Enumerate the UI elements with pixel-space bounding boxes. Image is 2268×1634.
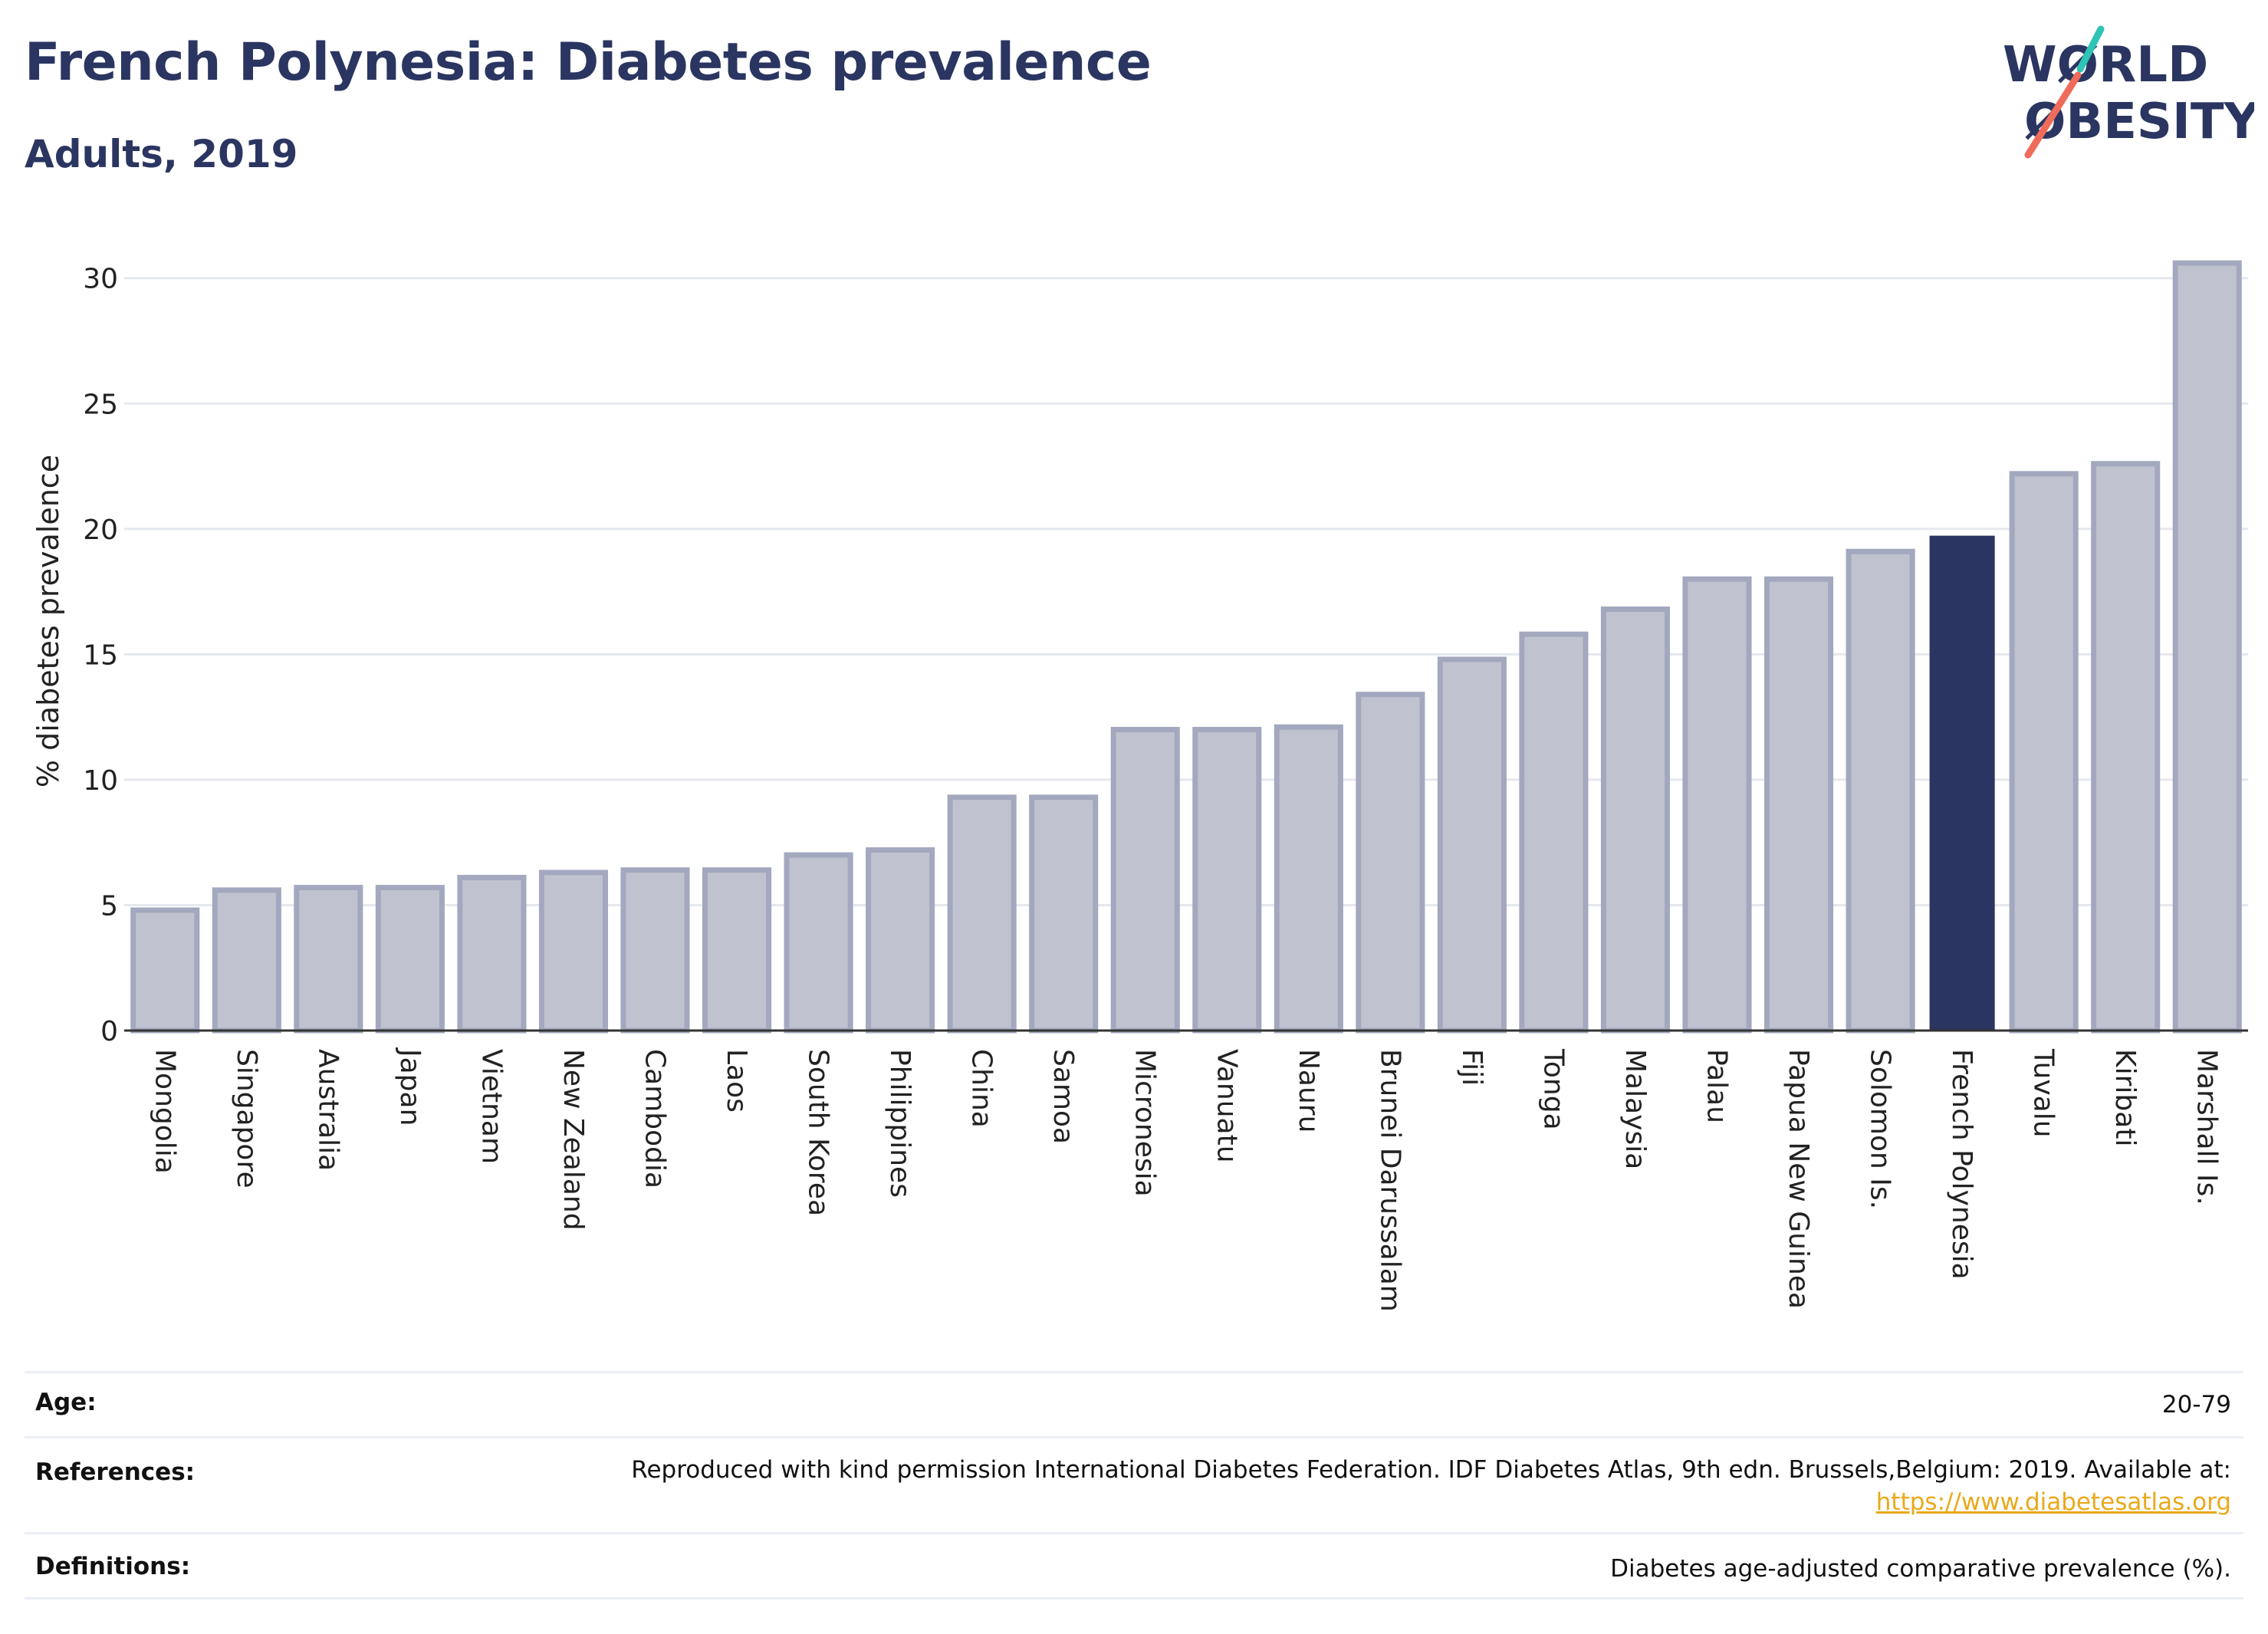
logo-slash-bottom [2024,71,2082,159]
y-tick-label: 5 [100,890,118,922]
y-tick-label: 15 [83,639,118,671]
y-tick-labels: 0 5 10 15 20 25 30 [83,264,118,1047]
bar-laos [702,867,772,1034]
chart-subtitle: Adults, 2019 [25,132,298,176]
x-tick-label: Singapore [231,1049,262,1189]
bar-malaysia [1600,606,1671,1034]
bar-tuvalu [2009,471,2079,1034]
bar-vanuatu [1192,726,1262,1034]
references-text: Reproduced with kind permission Internat… [631,1456,2231,1484]
y-tick-label: 20 [83,515,118,546]
bar-papua-new-guinea [1763,576,1834,1034]
age-label: Age: [35,1389,97,1416]
x-tick-label: Malaysia [1619,1049,1651,1169]
x-tick-label: Solomon Is. [1865,1049,1896,1209]
bar-marshall-is [2172,260,2242,1034]
x-tick-label: Samoa [1047,1049,1079,1144]
x-tick-label: Brunei Darussalam [1374,1049,1405,1312]
references-row: References: Reproduced with kind permiss… [25,1436,2243,1532]
bar-samoa [1029,794,1099,1034]
x-tick-label: Australia [312,1049,343,1171]
x-tick-label: Vietnam [475,1049,507,1164]
logo-line-1: WØRLD [2003,37,2208,94]
definitions-value: Diabetes age-adjusted comparative preval… [1610,1555,2231,1583]
definitions-row: Definitions: Diabetes age-adjusted compa… [25,1532,2243,1599]
x-tick-label: New Zealand [557,1049,589,1231]
x-tick-label: Philippines [884,1049,915,1198]
x-tick-label: Papua New Guinea [1783,1049,1814,1309]
bar-china [947,794,1017,1034]
y-tick-label: 0 [100,1016,118,1047]
x-tick-label: Mongolia [149,1049,180,1174]
x-tick-label: Laos [721,1049,752,1113]
bar-brunei-darussalam [1356,692,1425,1034]
y-tick-label: 25 [83,389,118,420]
bar-japan [375,885,445,1034]
bar-mongolia [130,907,200,1034]
bar-south-korea [784,852,853,1034]
bar-palau [1682,576,1752,1034]
bar-kiribati [2091,461,2161,1034]
x-tick-label: South Korea [803,1049,834,1216]
bar-philippines [866,847,935,1034]
x-tick-labels: Mongolia Singapore Australia Japan Vietnam Ne… [149,1047,2222,1312]
bar-tonga [1519,631,1589,1034]
bar-nauru [1274,724,1343,1034]
x-tick-label: Tuvalu [2028,1048,2059,1138]
gridlines [124,277,2248,906]
age-value: 20-79 [2161,1391,2231,1419]
bar-new-zealand [538,870,609,1034]
bar-singapore [212,887,281,1034]
bar-cambodia [620,867,690,1034]
y-tick-label: 10 [83,765,118,797]
bar-micronesia [1110,726,1180,1034]
age-row: Age: 20-79 [25,1371,2243,1436]
world-obesity-logo: WØRLD ØBESITY [2003,25,2254,159]
bar-vietnam [457,874,527,1034]
x-tick-label: Japan [394,1047,426,1126]
bar-french-polynesia [1929,535,1995,1031]
x-tick-label: Palau [1701,1049,1733,1123]
x-tick-label: Kiribati [2109,1049,2141,1146]
bar-australia [294,885,363,1034]
chart-title: French Polynesia: Diabetes prevalence [25,32,1152,93]
references-label: References: [35,1458,196,1486]
bars [130,260,2242,1034]
info-table: Age: 20-79 References: Reproduced with k… [25,1371,2243,1599]
bar-fiji [1437,656,1507,1034]
x-tick-label: Micronesia [1129,1049,1161,1197]
x-tick-label: Marshall Is. [2191,1049,2223,1205]
x-tick-label: Tonga [1537,1048,1569,1130]
x-tick-label: Cambodia [639,1049,671,1189]
bar-chart: 0 5 10 15 20 25 30 Mongolia Singapore Australia J… [31,260,2248,1312]
bar-solomon-is [1846,548,1915,1034]
logo-slash-top [2076,25,2105,73]
x-tick-label: Vanuatu [1211,1049,1242,1163]
x-tick-label: China [966,1049,998,1128]
references-link[interactable]: https://www.diabetesatlas.org [1875,1488,2231,1516]
y-tick-label: 30 [83,264,118,295]
x-tick-label: Nauru [1293,1049,1324,1133]
definitions-label: Definitions: [35,1553,191,1580]
x-tick-label: French Polynesia [1946,1049,1977,1280]
references-value: Reproduced with kind permission Internat… [631,1454,2231,1518]
y-axis-label: % diabetes prevalence [31,455,65,787]
x-tick-label: Fiji [1456,1049,1487,1086]
